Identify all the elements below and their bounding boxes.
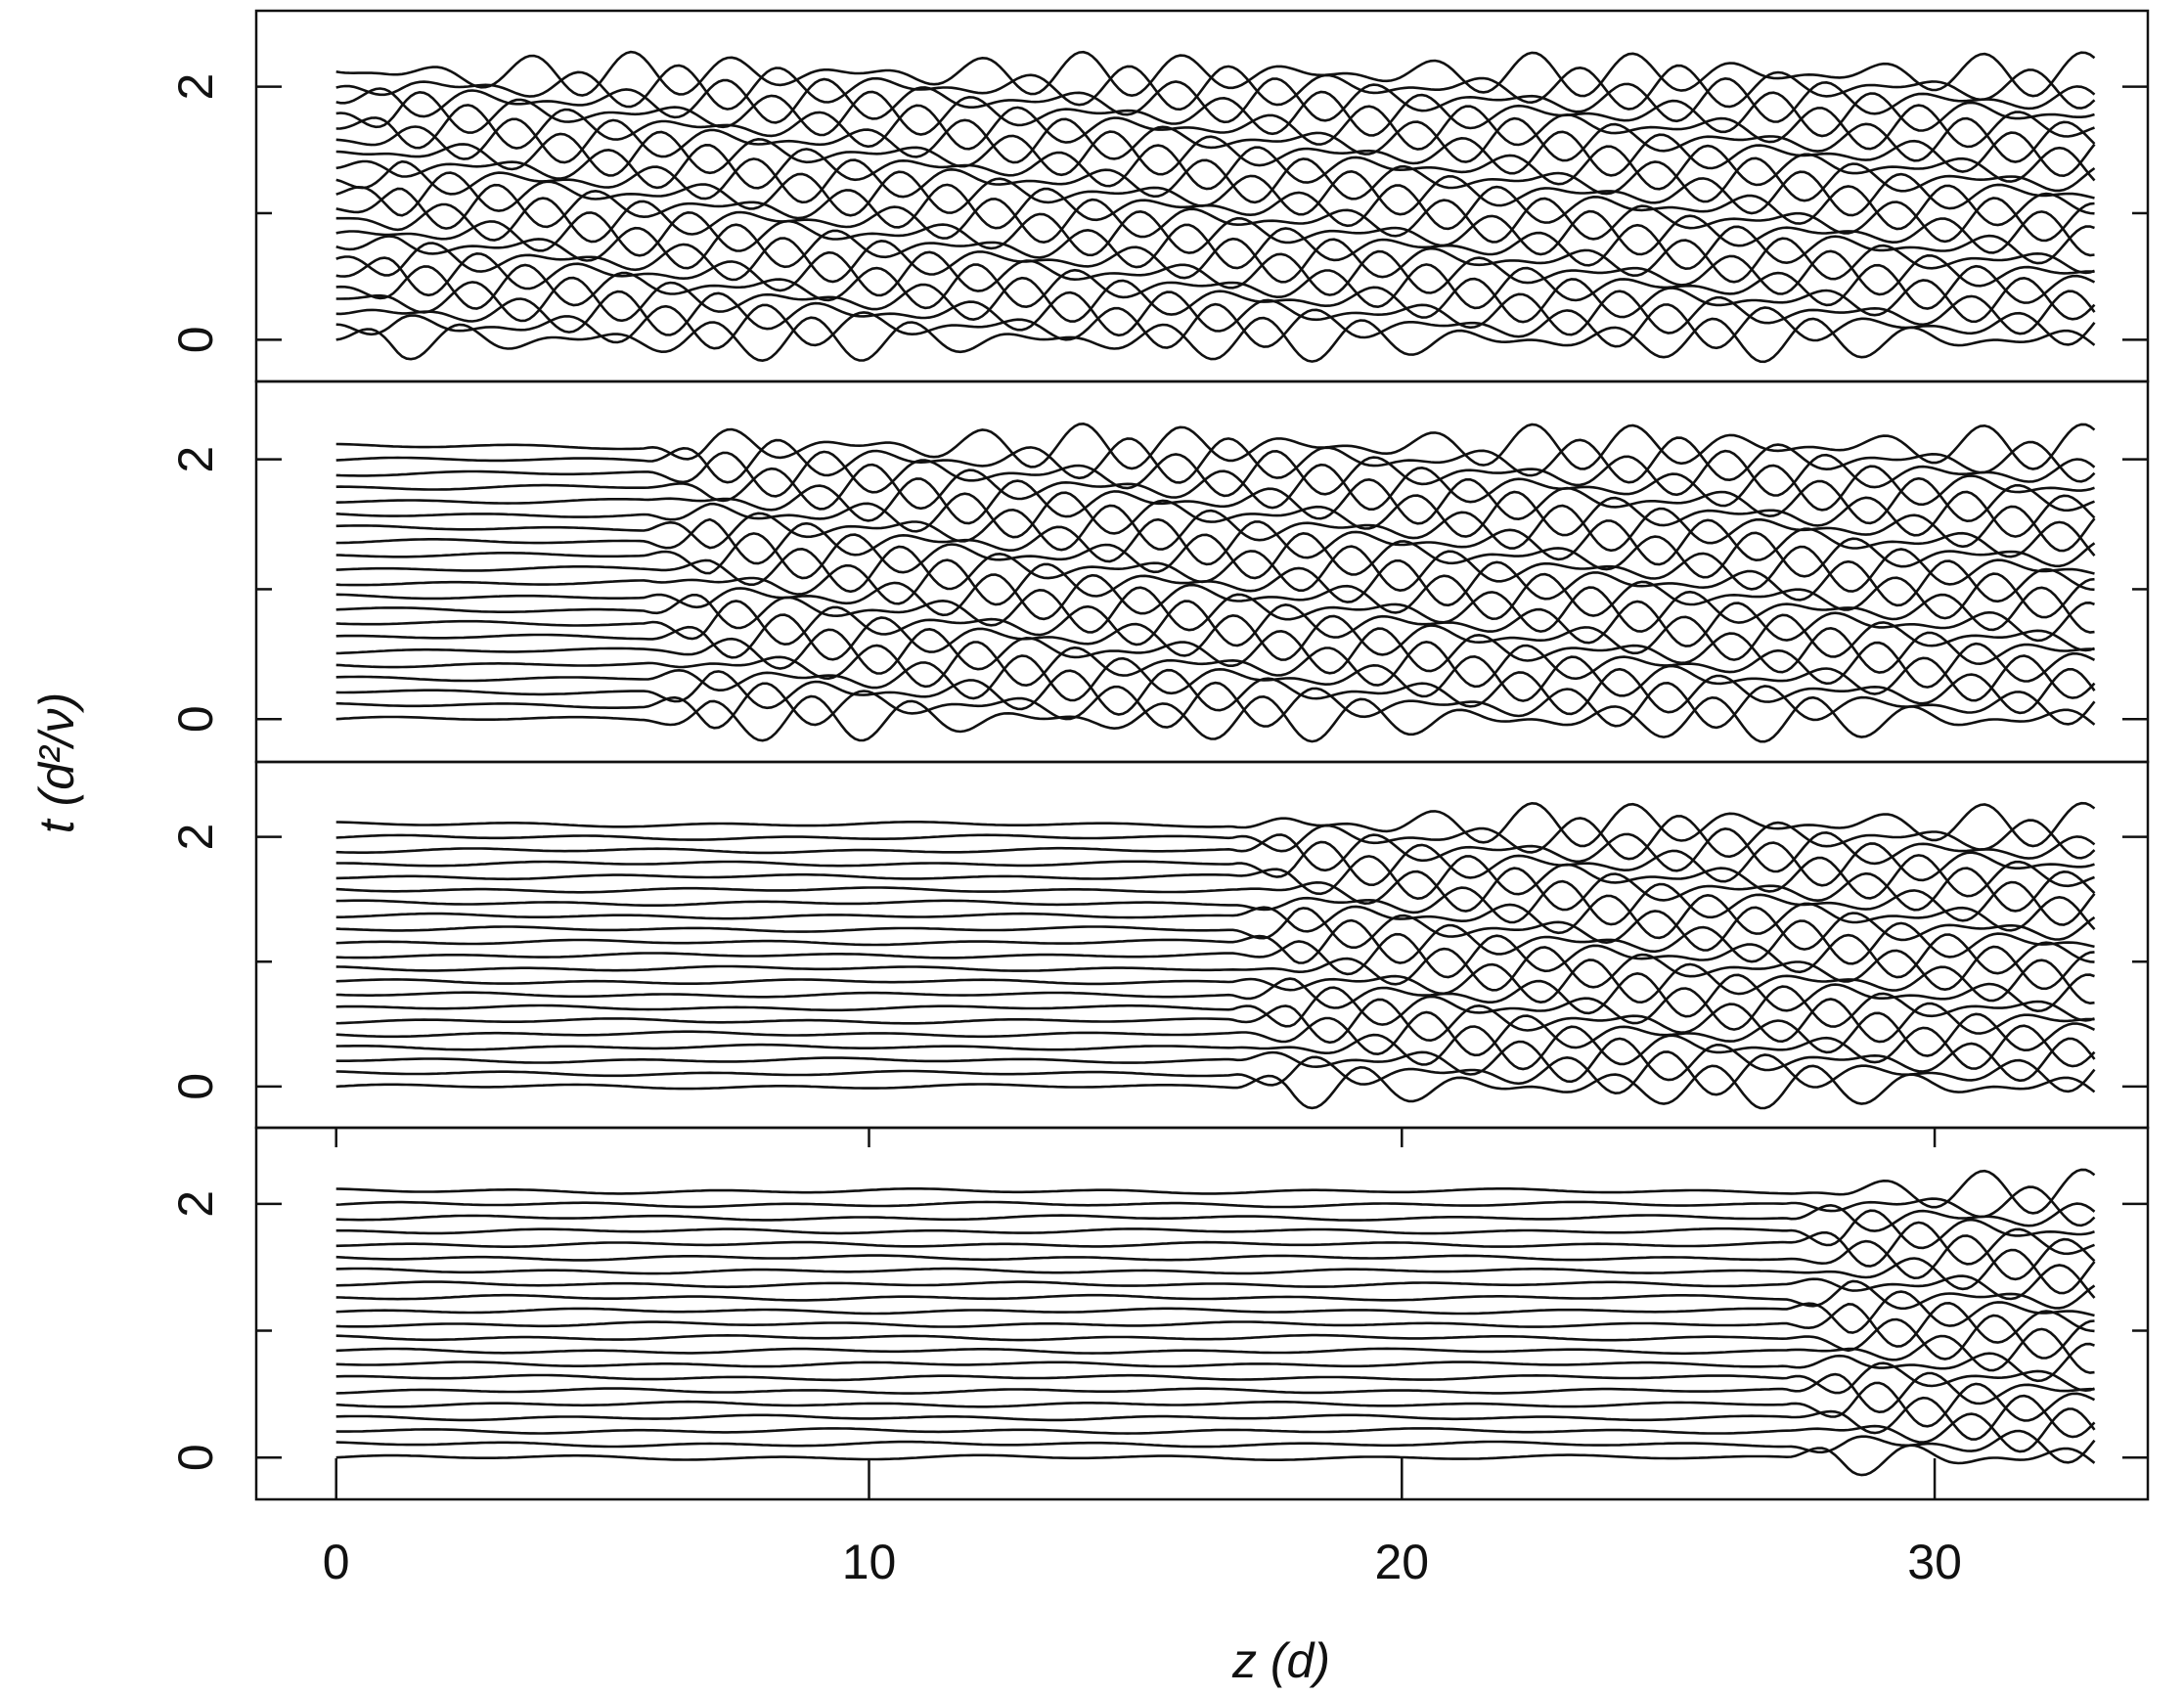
y-tick-label: 2	[168, 1190, 223, 1218]
trace	[335, 1064, 2096, 1110]
trace	[335, 681, 2096, 730]
y-tick-label: 0	[168, 1073, 223, 1100]
trace	[335, 1202, 2096, 1232]
trace	[335, 586, 2095, 634]
y-tick-label: 2	[168, 824, 223, 851]
trace	[335, 490, 2096, 539]
x-tick-label: 0	[323, 1535, 350, 1589]
trace	[335, 1050, 2096, 1096]
trace	[335, 1394, 2096, 1441]
trace	[335, 1279, 2096, 1311]
trace	[335, 1327, 2095, 1374]
trace	[335, 531, 2096, 580]
y-tick-label: 0	[168, 705, 223, 733]
panel-frame	[254, 1126, 2150, 1501]
trace	[335, 422, 2096, 470]
trace	[335, 867, 2096, 913]
x-tick-label: 10	[842, 1535, 897, 1589]
y-tick-label: 2	[168, 73, 223, 101]
trace	[335, 449, 2096, 498]
trace	[335, 1010, 2096, 1057]
trace	[335, 263, 2096, 310]
trace	[335, 90, 2095, 138]
trace	[335, 1429, 2096, 1464]
trace	[335, 276, 2096, 324]
trace	[335, 600, 2095, 647]
trace	[335, 1444, 2096, 1477]
trace	[335, 826, 2096, 873]
trace	[335, 1314, 2095, 1360]
trace	[335, 959, 2095, 1005]
y-tick-label: 0	[168, 326, 223, 353]
trace	[335, 436, 2096, 484]
trace	[335, 654, 2096, 702]
trace	[335, 801, 2096, 848]
trace	[335, 209, 2095, 257]
trace	[335, 504, 2096, 553]
trace	[335, 1381, 2096, 1428]
trace	[335, 998, 2095, 1045]
trace	[335, 906, 2096, 952]
trace	[335, 1037, 2096, 1084]
x-tick-label: 30	[1907, 1535, 1962, 1589]
y-tick-label: 0	[168, 1444, 223, 1471]
trace	[335, 971, 2095, 1018]
trace	[335, 558, 2095, 607]
trace	[335, 932, 2095, 979]
trace	[335, 183, 2095, 231]
trace	[335, 249, 2095, 297]
trace	[335, 197, 2095, 245]
trace	[335, 1168, 2096, 1215]
trace	[335, 1264, 2096, 1301]
trace	[335, 626, 2095, 675]
trace	[335, 1361, 2095, 1395]
trace	[335, 1185, 2096, 1227]
trace	[335, 76, 2096, 124]
trace	[335, 290, 2096, 337]
trace	[335, 169, 2095, 217]
trace	[335, 879, 2096, 926]
trace	[335, 572, 2095, 621]
trace	[335, 985, 2095, 1031]
trace	[335, 223, 2095, 271]
trace	[335, 463, 2095, 512]
trace	[335, 156, 2096, 204]
trace	[335, 517, 2096, 566]
y-axis-label: t (d²/ν)	[29, 692, 84, 833]
trace	[335, 1407, 2096, 1453]
trace	[335, 613, 2095, 661]
trace	[335, 545, 2095, 594]
trace	[335, 1248, 2096, 1295]
trace	[335, 237, 2095, 284]
trace	[335, 840, 2095, 887]
x-tick-label: 20	[1374, 1535, 1429, 1589]
trace	[335, 50, 2096, 98]
trace	[335, 667, 2096, 716]
trace	[335, 1371, 2095, 1414]
trace	[335, 694, 2096, 743]
trace	[335, 918, 2095, 965]
trace	[335, 116, 2096, 164]
y-tick-label: 2	[168, 446, 223, 473]
trace	[335, 64, 2096, 112]
trace	[335, 1234, 2096, 1281]
trace	[335, 1209, 2095, 1250]
trace	[335, 143, 2096, 191]
trace	[335, 1024, 2096, 1071]
trace	[335, 1301, 2095, 1348]
trace	[335, 1342, 2095, 1383]
trace	[335, 640, 2096, 689]
trace	[335, 302, 2096, 350]
trace	[335, 1221, 2095, 1268]
trace	[335, 316, 2096, 364]
trace	[335, 130, 2096, 178]
trace	[335, 815, 2096, 861]
trace	[335, 945, 2095, 992]
x-axis-label: z (d)	[1231, 1633, 1330, 1688]
